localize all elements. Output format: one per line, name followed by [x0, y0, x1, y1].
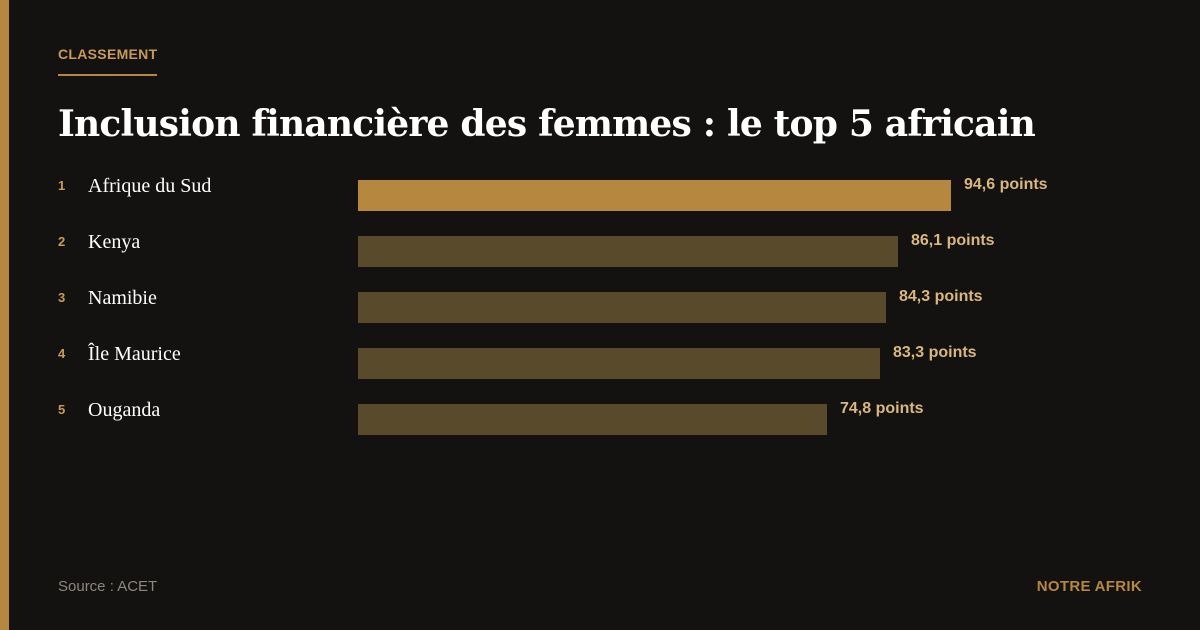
bar — [358, 236, 898, 267]
value-label: 86,1 points — [911, 232, 995, 249]
value-label: 83,3 points — [893, 344, 977, 361]
value-label: 94,6 points — [964, 176, 1048, 193]
page-title: Inclusion financière des femmes : le top… — [58, 103, 1036, 145]
bar — [358, 180, 951, 211]
chart-row: 4 Île Maurice 83,3 points — [0, 343, 1200, 386]
value-label: 74,8 points — [840, 400, 924, 417]
bar — [358, 404, 827, 435]
rank-number: 3 — [58, 290, 66, 305]
accent-bar — [0, 0, 9, 630]
category-label: Ouganda — [88, 399, 161, 421]
bar — [358, 292, 886, 323]
rank-number: 1 — [58, 178, 66, 193]
category-label: Namibie — [88, 287, 157, 309]
value-label: 84,3 points — [899, 288, 983, 305]
brand-logo: NOTRE AFRIK — [1036, 578, 1142, 595]
chart-row: 3 Namibie 84,3 points — [0, 287, 1200, 330]
chart-row: 5 Ouganda 74,8 points — [0, 399, 1200, 442]
bar — [358, 348, 880, 379]
kicker-label: CLASSEMENT — [58, 46, 158, 76]
chart-row: 2 Kenya 86,1 points — [0, 231, 1200, 274]
chart-row: 1 Afrique du Sud 94,6 points — [0, 175, 1200, 218]
category-label: Kenya — [88, 231, 141, 253]
source-label: Source : ACET — [58, 578, 158, 595]
rank-number: 5 — [58, 402, 66, 417]
rank-number: 2 — [58, 234, 66, 249]
category-label: Afrique du Sud — [88, 175, 212, 197]
category-label: Île Maurice — [88, 343, 181, 365]
rank-number: 4 — [58, 346, 66, 361]
